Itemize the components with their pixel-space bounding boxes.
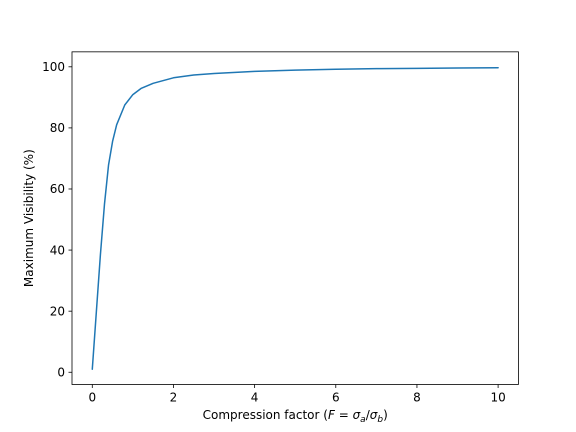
y-tick-label: 60 xyxy=(50,182,65,196)
x-tick-label: 10 xyxy=(490,390,505,404)
y-axis: 0 20 40 60 80 100 xyxy=(42,60,72,379)
y-tick-label: 20 xyxy=(50,304,65,318)
x-axis-label: Compression factor (F = σa/σb) xyxy=(203,408,388,425)
series-line-0 xyxy=(91,66,499,370)
plot-area xyxy=(91,66,499,370)
y-tick-label: 80 xyxy=(50,121,65,135)
x-tick-label: 6 xyxy=(332,390,340,404)
y-tick-label: 0 xyxy=(57,365,65,379)
x-tick-label: 0 xyxy=(88,390,96,404)
x-tick-label: 8 xyxy=(413,390,421,404)
x-tick-label: 4 xyxy=(251,390,259,404)
y-tick-label: 100 xyxy=(42,60,65,74)
y-axis-label: Maximum Visibility (%) xyxy=(22,149,36,287)
x-tick-label: 2 xyxy=(170,390,178,404)
axes-frame xyxy=(71,51,519,385)
x-axis: 0 2 4 6 8 10 xyxy=(88,384,506,404)
y-tick-label: 40 xyxy=(50,243,65,257)
